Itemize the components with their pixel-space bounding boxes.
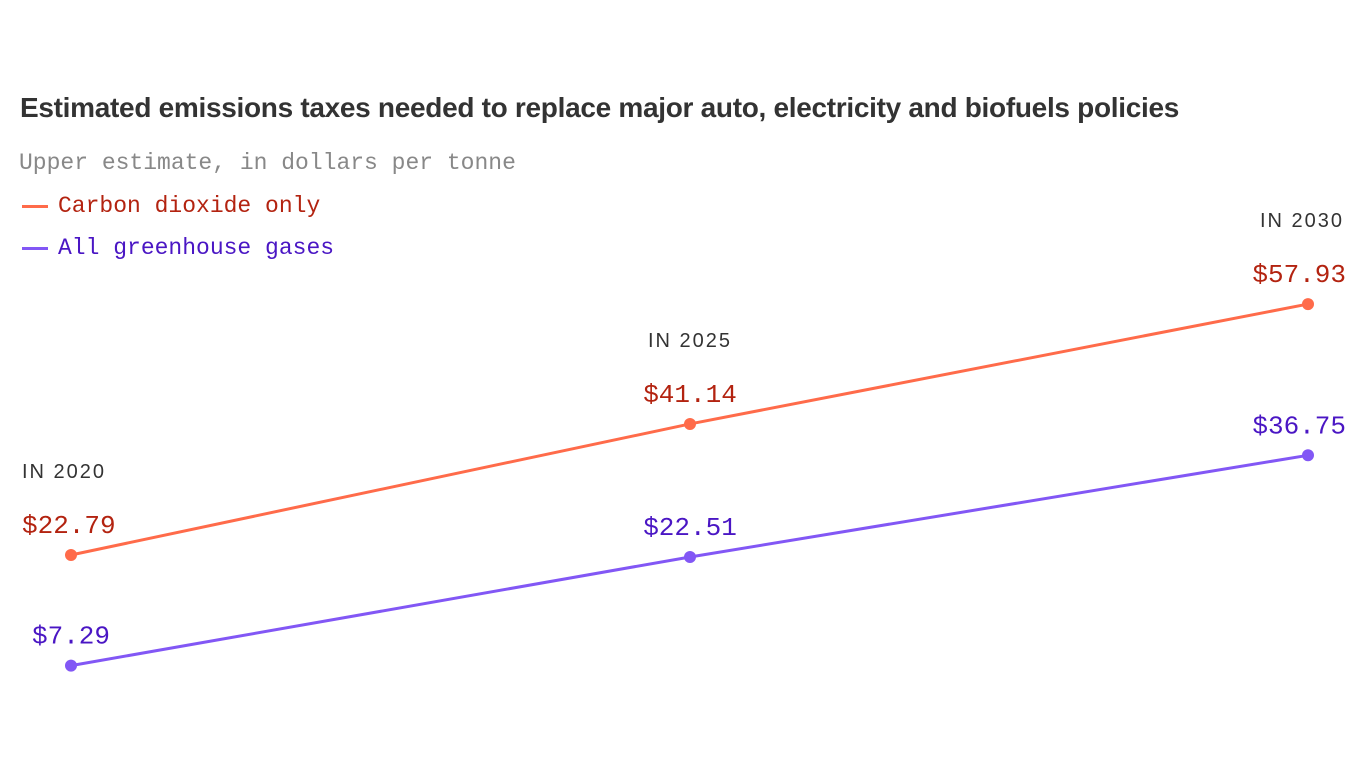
data-point-0-2	[1302, 298, 1314, 311]
legend-label-co2: Carbon dioxide only	[58, 193, 321, 219]
legend-item-ghg: All greenhouse gases	[22, 235, 334, 261]
legend-swatch-ghg	[22, 246, 48, 250]
data-point-0-1	[684, 417, 696, 430]
data-point-1-2	[1302, 449, 1314, 462]
data-label-1-1: $22.51	[643, 513, 737, 543]
data-point-1-0	[65, 659, 77, 672]
data-label-1-0: $7.29	[32, 622, 110, 652]
chart-subtitle: Upper estimate, in dollars per tonne	[19, 150, 516, 176]
legend-swatch-co2	[22, 204, 48, 208]
chart-title: Estimated emissions taxes needed to repl…	[20, 92, 1180, 123]
data-point-0-0	[65, 548, 77, 561]
data-label-0-2: $57.93	[1252, 260, 1346, 290]
year-label-2025: IN 2025	[648, 330, 732, 352]
legend-item-co2: Carbon dioxide only	[22, 193, 320, 219]
year-label-2020: IN 2020	[22, 461, 106, 483]
data-label-0-0: $22.79	[22, 511, 116, 541]
data-label-0-1: $41.14	[643, 380, 737, 410]
legend-label-ghg: All greenhouse gases	[58, 235, 335, 261]
data-label-1-2: $36.75	[1252, 411, 1346, 441]
year-label-2030: IN 2030	[1260, 210, 1344, 232]
data-point-1-1	[684, 550, 696, 563]
